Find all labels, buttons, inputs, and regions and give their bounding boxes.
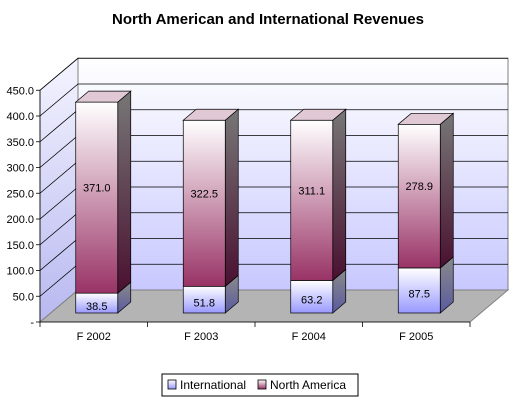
side-wall — [39, 57, 79, 324]
legend-label-north-america: North America — [270, 378, 346, 392]
y-tick-label: 100.0 — [6, 266, 34, 278]
bar-side-face — [117, 90, 132, 294]
bar-north-america — [74, 90, 132, 294]
x-tick-label: F 2002 — [77, 331, 111, 343]
y-tick-label: 400.0 — [6, 111, 34, 123]
bar-side-face — [439, 112, 454, 269]
legend-swatch-international — [167, 379, 177, 390]
bar-front-face — [290, 119, 334, 281]
x-tick-label: F 2005 — [399, 331, 433, 343]
bar-top-face — [397, 112, 455, 125]
legend: International North America — [161, 373, 359, 397]
x-tick-label: F 2003 — [184, 331, 218, 343]
bar-north-america — [397, 112, 455, 269]
y-tick-label: - — [30, 317, 34, 329]
gridline — [39, 83, 508, 117]
bar-top-face — [289, 108, 347, 121]
y-tick-label: 450.0 — [6, 85, 34, 97]
data-label: 311.1 — [298, 185, 325, 197]
y-tick-label: 350.0 — [6, 137, 34, 149]
bar-side-face — [224, 108, 239, 288]
legend-swatch-north-america — [257, 379, 267, 390]
data-labels: 38.5 371.0 51.8 322.5 63.2 311.1 87.5 278.9 — [83, 181, 433, 313]
bar-north-america — [182, 108, 240, 288]
x-tick-label: F 2004 — [292, 331, 326, 343]
y-axis: - 50.0 100.0 150.0 200.0 250.0 300.0 350.0 400.0… — [6, 85, 41, 329]
data-label: 371.0 — [83, 183, 111, 195]
y-tick-label: 150.0 — [6, 240, 34, 252]
y-tick-label: 300.0 — [6, 163, 34, 175]
x-axis: F 2002 F 2003 F 2004 F 2005 — [39, 321, 471, 343]
bar-front-face — [397, 123, 441, 269]
bar-front-face — [75, 101, 119, 294]
bar-international — [75, 281, 132, 314]
bar-side-face — [332, 108, 347, 282]
data-label: 51.8 — [194, 298, 215, 310]
bar-series — [74, 90, 455, 314]
y-tick-label: 200.0 — [6, 214, 34, 226]
data-label: 322.5 — [190, 188, 218, 200]
y-tick-label: 50.0 — [13, 291, 34, 303]
data-label: 63.2 — [301, 295, 322, 307]
bar-top-face — [74, 90, 132, 103]
bar-international — [290, 268, 347, 314]
gridline — [39, 57, 508, 91]
bar-north-america — [289, 108, 347, 282]
data-label: 87.5 — [409, 288, 430, 300]
bar-front-face — [397, 267, 441, 314]
legend-label-international: International — [180, 378, 246, 392]
chart-title: North American and International Revenue… — [112, 11, 424, 28]
y-tick-label: 250.0 — [6, 188, 34, 200]
data-label: 278.9 — [405, 181, 433, 193]
bar-international — [397, 256, 454, 314]
data-label: 38.5 — [86, 301, 107, 313]
bar-top-face — [182, 108, 240, 121]
bar-front-face — [290, 280, 334, 314]
bar-front-face — [182, 119, 226, 287]
bar-front-face — [182, 285, 226, 314]
